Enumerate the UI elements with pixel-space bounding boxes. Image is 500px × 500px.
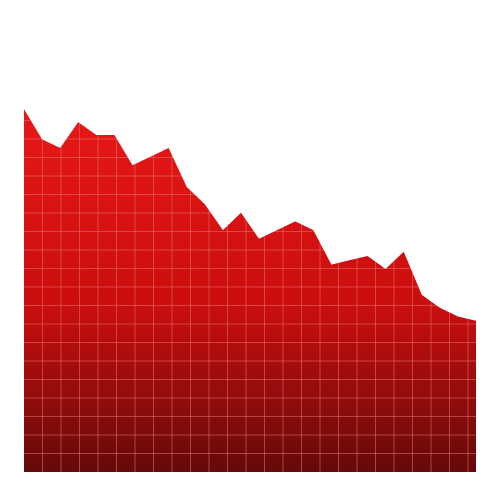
area-chart: [24, 109, 476, 472]
texture-overlay: [24, 109, 476, 472]
